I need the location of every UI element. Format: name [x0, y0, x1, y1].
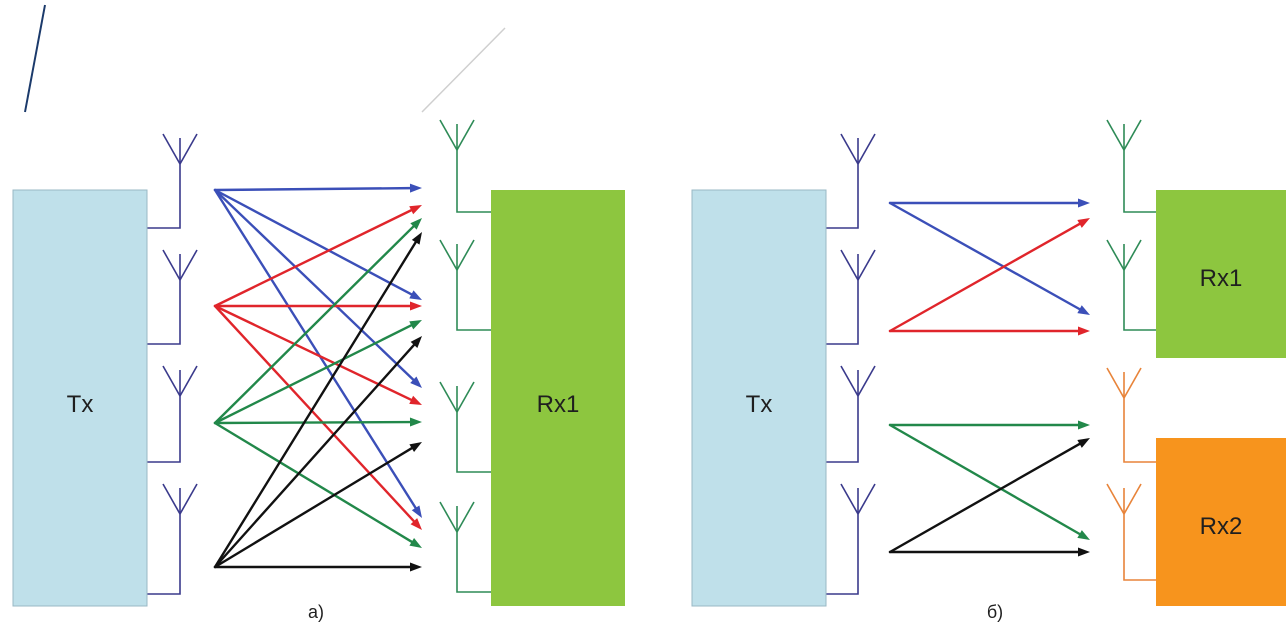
rx1-box-b — [1156, 190, 1286, 358]
tx-antenna-icon — [826, 365, 876, 463]
rx-antenna-icon — [439, 119, 491, 213]
antennas-a — [147, 119, 491, 595]
caption-b: б) — [987, 602, 1003, 622]
signal-paths-a — [213, 183, 422, 572]
tx-antenna-icon — [147, 133, 198, 229]
rx2-label-b: Rx2 — [1200, 513, 1243, 540]
decor-line-dark — [24, 4, 46, 113]
signal-arrow — [888, 547, 1090, 557]
rx-antenna-icon — [439, 239, 491, 331]
rx-antenna-icon — [1106, 367, 1156, 463]
signal-arrow — [213, 442, 422, 569]
signal-arrow — [213, 188, 422, 518]
signal-arrow — [213, 232, 422, 569]
signal-arrow — [213, 188, 422, 300]
signal-arrow — [888, 218, 1090, 333]
signal-arrow — [213, 218, 422, 425]
rx-antenna-icon — [1106, 119, 1156, 213]
signal-arrow — [888, 198, 1090, 208]
tx-antenna-icon — [826, 483, 876, 595]
rx-antenna-icon — [439, 381, 491, 473]
signal-arrow — [213, 336, 422, 569]
tx-antenna-icon — [147, 483, 198, 595]
signal-arrow — [213, 205, 422, 308]
tx-box-b — [691, 189, 827, 607]
signal-paths-b — [888, 198, 1090, 557]
rx2-box-b — [1156, 438, 1286, 606]
tx-antenna-icon — [147, 365, 198, 463]
signal-arrow — [888, 423, 1090, 540]
signal-arrow — [213, 304, 422, 530]
diagram-a: Tx Rx1 а) — [12, 119, 625, 622]
tx-label-a: Tx — [67, 391, 94, 418]
rx-box-a — [491, 190, 625, 606]
rx-label-a: Rx1 — [537, 391, 580, 418]
antennas-b — [826, 119, 1156, 595]
signal-arrow — [888, 420, 1090, 430]
signal-arrow — [213, 421, 422, 548]
signal-arrow — [213, 301, 422, 311]
rx-antenna-icon — [1106, 239, 1156, 331]
signal-arrow — [888, 438, 1090, 554]
tx-antenna-icon — [826, 249, 876, 345]
tx-antenna-icon — [826, 133, 876, 229]
signal-arrow — [213, 183, 422, 193]
signal-arrow — [213, 562, 422, 572]
tx-box-a — [12, 189, 148, 607]
diagram-b: Tx Rx1 Rx2 б) — [691, 119, 1286, 622]
rx-antenna-icon — [439, 501, 491, 593]
rx1-label-b: Rx1 — [1200, 265, 1243, 292]
caption-a: а) — [308, 602, 324, 622]
signal-arrow — [213, 320, 422, 425]
signal-arrow — [888, 326, 1090, 336]
tx-label-b: Tx — [746, 391, 773, 418]
signal-arrow — [213, 188, 422, 388]
signal-arrow — [213, 417, 422, 427]
signal-arrow — [888, 201, 1090, 315]
rx-antenna-icon — [1106, 483, 1156, 581]
decor-line-light — [421, 27, 506, 113]
tx-antenna-icon — [147, 249, 198, 345]
